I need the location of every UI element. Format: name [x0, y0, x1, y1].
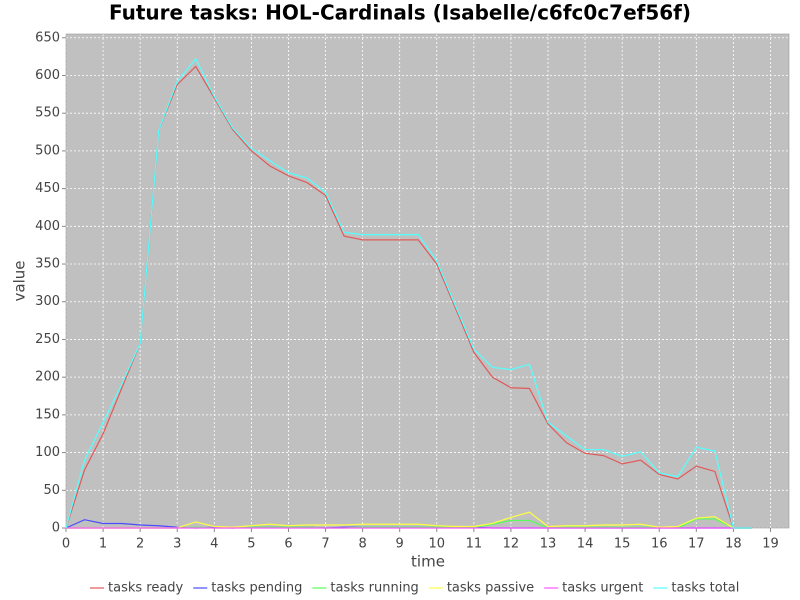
x-tick-label: 13	[540, 537, 557, 552]
y-tick-label: 650	[35, 30, 60, 45]
x-tick-label: 17	[688, 537, 705, 552]
x-tick-label: 1	[99, 537, 107, 552]
y-tick-label: 50	[43, 483, 60, 498]
x-tick-label: 10	[428, 537, 445, 552]
x-tick-label: 2	[136, 537, 144, 552]
x-tick-label: 15	[614, 537, 631, 552]
x-tick-label: 8	[358, 537, 366, 552]
y-tick-label: 100	[35, 445, 60, 460]
series-line	[65, 57, 752, 529]
legend: tasks ready tasks pending tasks running tas…	[90, 581, 739, 596]
plot-background	[66, 34, 789, 528]
legend-label: tasks running	[330, 581, 418, 596]
y-tick-label: 500	[35, 143, 60, 158]
x-tick-label: 7	[321, 537, 329, 552]
series-line	[66, 511, 752, 529]
chart-title: Future tasks: HOL-Cardinals (Isabelle/c6…	[109, 1, 691, 25]
x-tick-label: 0	[62, 537, 70, 552]
legend-label: tasks total	[671, 581, 739, 596]
y-tick-label: 300	[35, 294, 60, 309]
x-tick-label: 6	[284, 537, 292, 552]
y-tick-label: 350	[35, 257, 60, 272]
y-tick-label: 250	[35, 332, 60, 347]
legend-label: tasks pending	[211, 581, 302, 596]
y-tick-label: 450	[35, 181, 60, 196]
lines	[65, 57, 752, 529]
y-tick-label: 400	[35, 219, 60, 234]
x-tick-label: 18	[725, 537, 742, 552]
legend-label: tasks passive	[447, 581, 534, 596]
x-tick-label: 3	[173, 537, 181, 552]
x-tick-label: 14	[577, 537, 594, 552]
x-tick-label: 5	[247, 537, 255, 552]
series-line	[65, 65, 752, 529]
y-tick-label: 600	[35, 68, 60, 83]
x-tick-label: 19	[762, 537, 779, 552]
legend-label: tasks urgent	[562, 581, 643, 596]
x-tick-label: 16	[651, 537, 668, 552]
x-axis-label: time	[411, 553, 445, 571]
y-tick-label: 200	[35, 370, 60, 385]
y-axis-label: value	[11, 261, 29, 302]
y-tick-label: 550	[35, 106, 60, 121]
x-tick-label: 12	[503, 537, 520, 552]
y-tick-label: 0	[52, 521, 60, 536]
x-tick-label: 4	[210, 537, 218, 552]
x-tick-label: 9	[396, 537, 404, 552]
y-tick-label: 150	[35, 407, 60, 422]
legend-label: tasks ready	[108, 581, 184, 596]
x-tick-label: 11	[466, 537, 483, 552]
